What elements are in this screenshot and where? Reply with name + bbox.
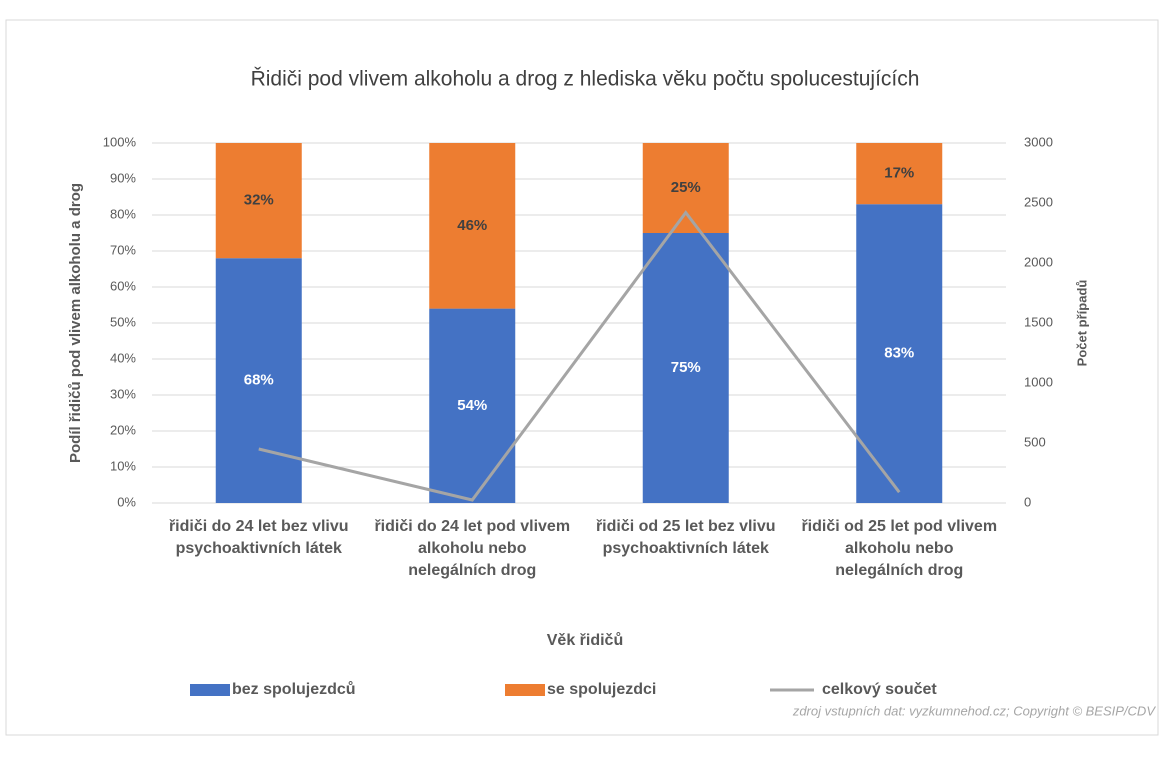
y-tick-label: 30% [110,386,136,401]
y2-tick-label: 0 [1024,494,1031,509]
y2-tick-label: 1000 [1024,374,1053,389]
y-tick-label: 50% [110,314,136,329]
bar-segment [215,143,302,259]
x-tick-label: řidiči do 24 let bez vlivu psychoaktivní… [168,518,349,557]
x-tick-label: řidiči od 25 let bez vlivu psychoaktivní… [595,518,776,557]
legend-label: bez spolujezdců [232,681,356,698]
x-axis-title: Věk řidičů [547,632,623,649]
y-tick-label: 0% [117,494,136,509]
y2-tick-label: 500 [1024,434,1046,449]
y2-tick-label: 2000 [1024,254,1053,269]
line-series [258,210,901,502]
bar-segment [215,258,302,503]
chart-title: Řidiči pod vlivem alkoholu a drog z hled… [251,68,920,91]
data-label: 68% [244,372,274,389]
data-label: 25% [671,179,701,196]
bar-segment [856,143,943,205]
data-label: 54% [457,397,487,414]
data-label: 83% [884,345,914,362]
bar-segment [642,233,729,503]
legend-label: celkový součet [822,681,937,698]
chart-frame [5,19,1159,736]
data-label: 17% [884,165,914,182]
legend-swatch [505,684,545,696]
x-tick-label: řidiči do 24 let pod vlivem alkoholu neb… [374,518,571,579]
source-note: zdroj vstupních dat: vyzkumnehod.cz; Cop… [792,703,1157,718]
y-tick-label: 80% [110,206,136,221]
y2-tick-label: 2500 [1024,194,1053,209]
y2-tick-label: 3000 [1024,134,1053,149]
data-label: 75% [671,359,701,376]
y2-tick-label: 1500 [1024,314,1053,329]
y-tick-label: 60% [110,278,136,293]
y-tick-label: 10% [110,458,136,473]
y-tick-label: 20% [110,422,136,437]
y-tick-label: 40% [110,350,136,365]
x-tick-label: řidiči od 25 let pod vlivem alkoholu neb… [801,518,998,579]
data-label: 46% [457,217,487,234]
y-tick-label: 90% [110,170,136,185]
legend-swatch [190,684,230,696]
bar-segment [642,143,729,233]
y2-axis-title: Počet případů [1074,280,1089,367]
y-tick-label: 70% [110,242,136,257]
y-tick-label: 100% [103,134,137,149]
data-label: 32% [244,192,274,209]
legend-label: se spolujezdci [547,681,656,698]
bar-segment [429,143,516,309]
bar-segment [429,308,516,503]
y-axis-title: Podíl řidičů pod vlivem alkoholu a drog [67,183,84,463]
